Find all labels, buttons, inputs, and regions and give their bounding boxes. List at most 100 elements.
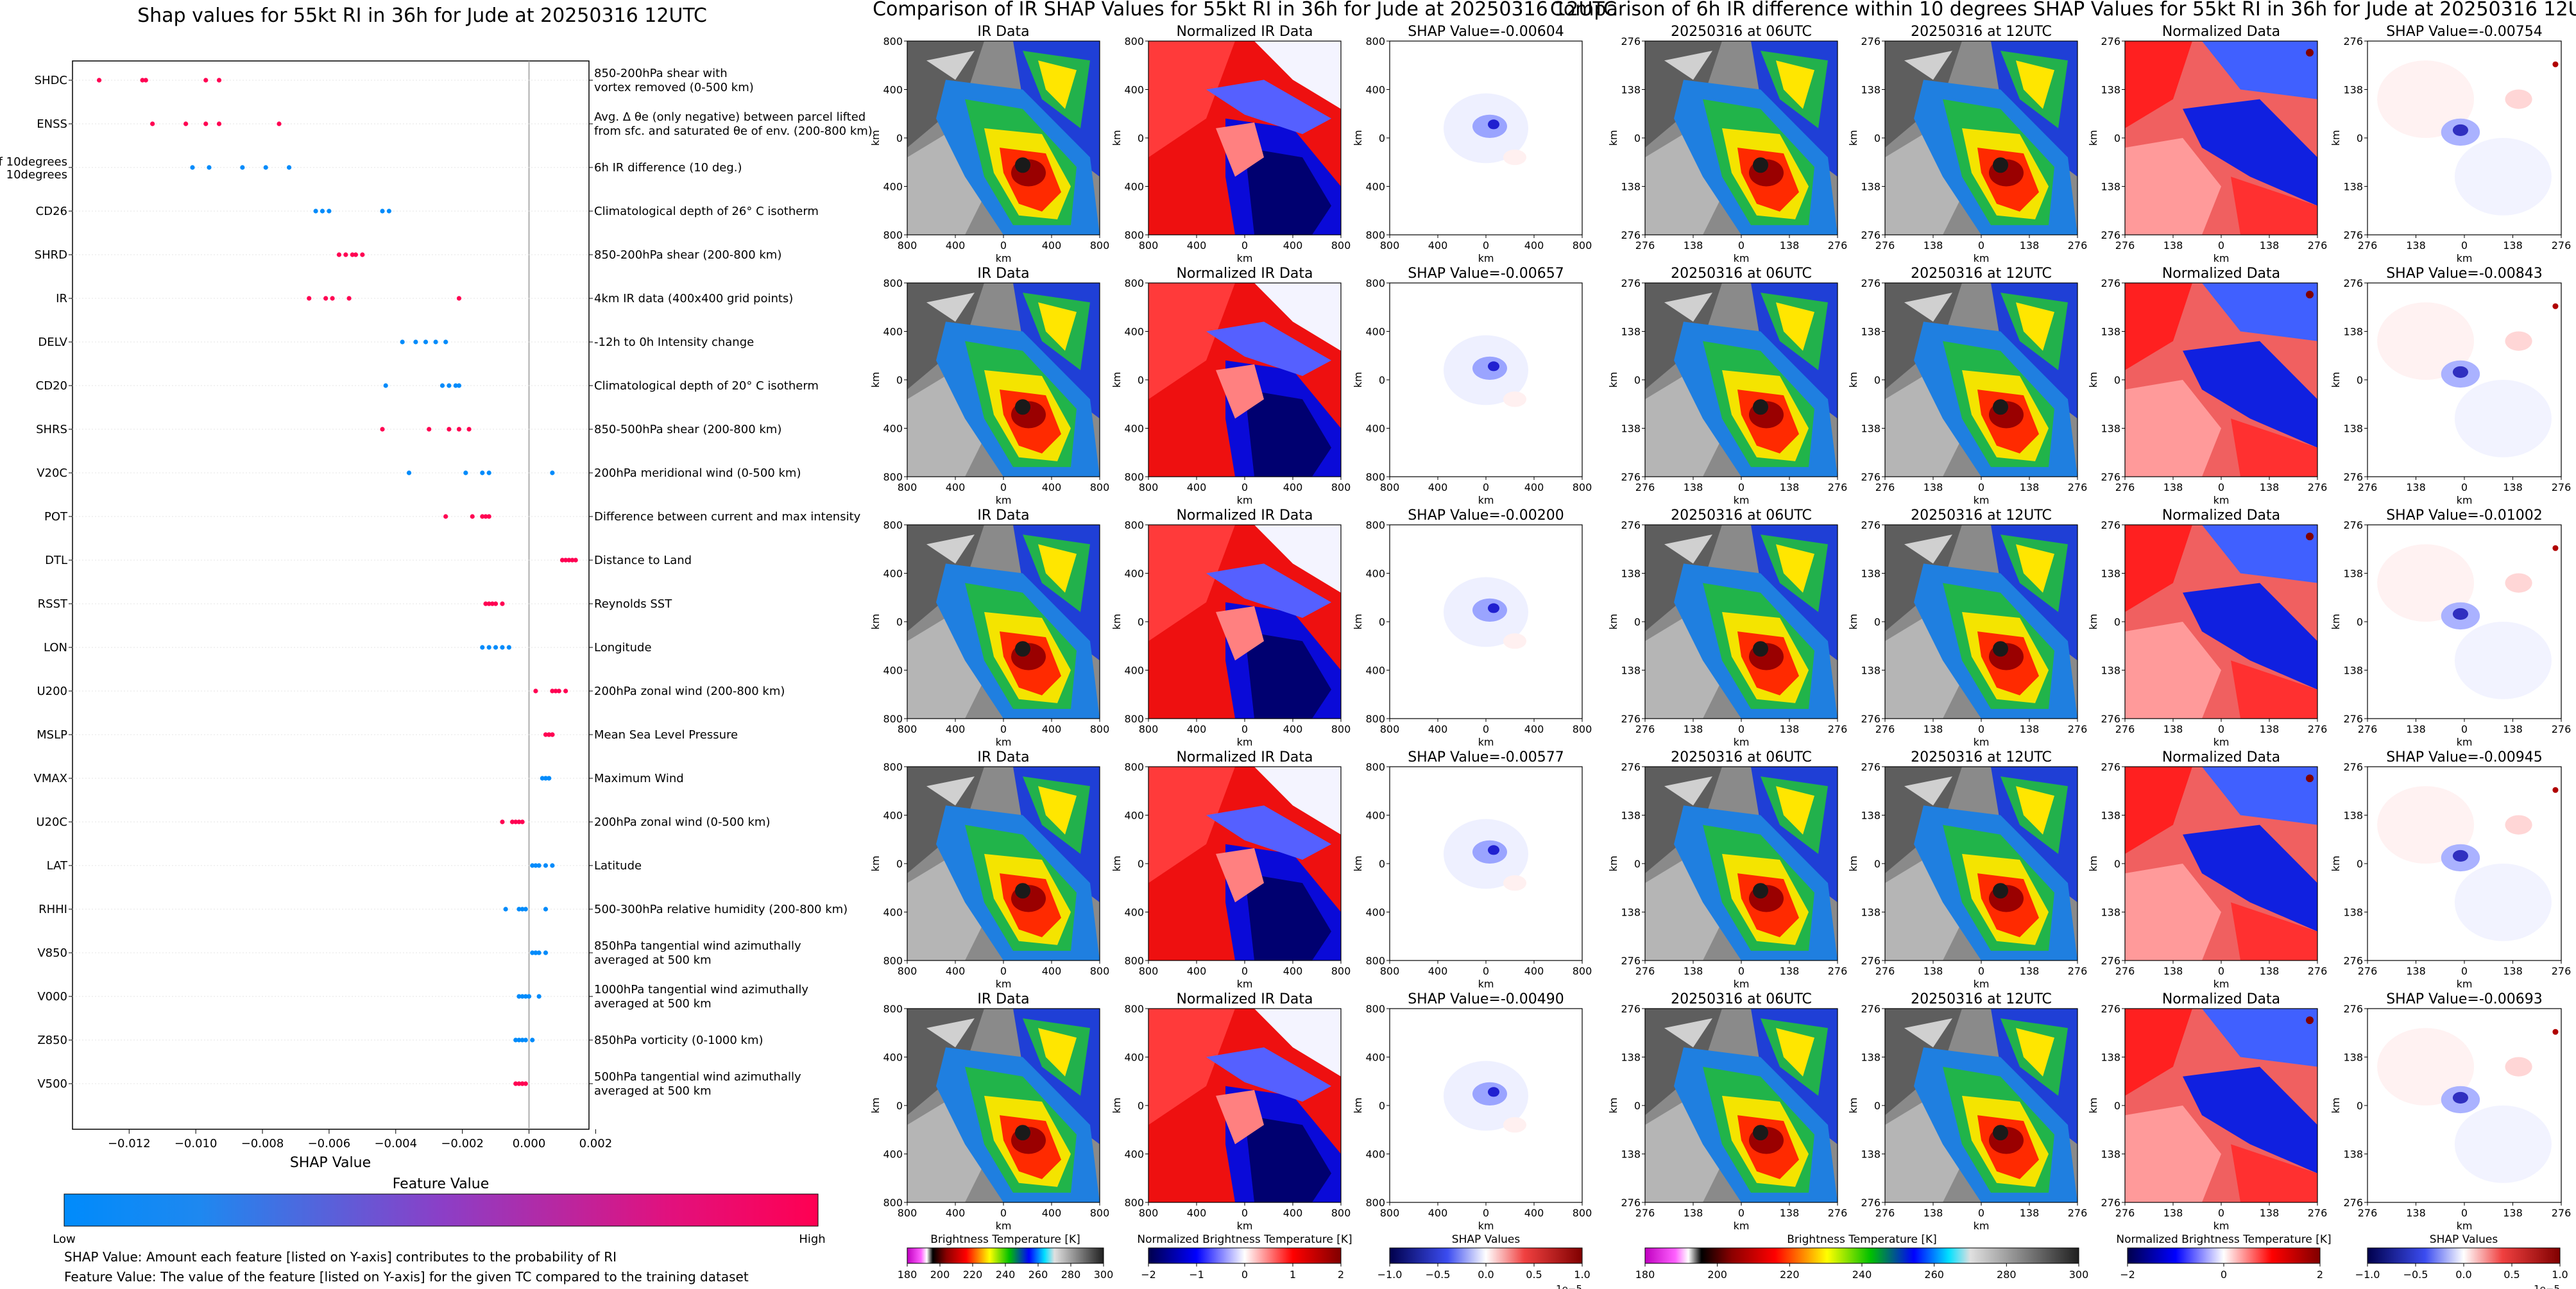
x-tick-label: 0 <box>1000 481 1007 493</box>
feature-label: Z850 <box>37 1034 67 1047</box>
feature-label: V500 <box>37 1077 67 1091</box>
y-tick-label: 800 <box>883 471 903 483</box>
y-tick-label: 400 <box>1124 907 1144 919</box>
x-axis-label: km <box>2457 978 2473 990</box>
x-tick-label: 0 <box>1483 239 1489 252</box>
x-tick-label: 138 <box>2406 723 2426 735</box>
feature-label: RSST <box>38 597 68 611</box>
x-tick-label: 138 <box>2260 239 2280 252</box>
y-tick-label: 276 <box>2101 35 2120 47</box>
x-axis-label: km <box>1478 736 1494 748</box>
subplot-title: IR Data <box>977 24 1029 40</box>
ir-shap-colorbar: SHAP Values −1.0 −0.5 0.0 0.5 1.0 1e−5 <box>1378 1233 1591 1289</box>
shap-point <box>543 732 549 737</box>
x-tick-label: 800 <box>1380 723 1400 735</box>
subplot-image <box>907 767 1100 960</box>
y-tick-label: 0 <box>1634 616 1641 628</box>
x-tick-label: 0 <box>2461 723 2468 735</box>
y-axis-label: km <box>1847 372 1859 388</box>
y-axis-label: km <box>1847 1098 1859 1114</box>
y-tick-label: 276 <box>1621 519 1641 531</box>
y-tick-label: 0 <box>1634 374 1641 386</box>
y-tick-label: 800 <box>1124 229 1144 241</box>
subplot-image <box>1645 1009 1838 1202</box>
feature-description: averaged at 500 km <box>594 953 712 967</box>
y-axis-label: km <box>869 1098 882 1114</box>
subplot-image <box>2367 525 2561 719</box>
shap-point <box>343 252 348 257</box>
y-axis-label: km <box>1607 856 1619 872</box>
image-subplot: 20250316 at 06UTC27627613813800138138276… <box>1607 991 1847 1232</box>
image-subplot: 20250316 at 06UTC27627613813800138138276… <box>1607 749 1847 990</box>
subplot-title: Normalized Data <box>2162 266 2280 282</box>
x-axis-label: km <box>1974 736 1990 748</box>
x-tick-label: 800 <box>898 239 917 252</box>
x-tick-label: 138 <box>1684 481 1703 493</box>
y-tick-label: 276 <box>1861 35 1881 47</box>
y-tick-label: 138 <box>2101 568 2120 580</box>
shap-point <box>530 863 535 868</box>
y-tick-label: 0 <box>2114 374 2120 386</box>
x-tick-label: 800 <box>1090 1207 1110 1219</box>
shap-point <box>486 645 491 650</box>
shap-point <box>150 121 155 126</box>
x-tick-label: 400 <box>1524 965 1544 977</box>
x-tick-label: 276 <box>2068 481 2088 493</box>
feature-description: Maximum Wind <box>594 772 684 785</box>
colorbar-label: SHAP Values <box>2430 1233 2498 1246</box>
subplot-image <box>2367 767 2561 960</box>
x-tick-label: 0 <box>1978 1207 1984 1219</box>
colorbar-tick: −0.5 <box>1426 1268 1451 1281</box>
subplot-title: SHAP Value=-0.01002 <box>2386 508 2543 524</box>
y-tick-label: 276 <box>2101 955 2120 967</box>
feature-description: averaged at 500 km <box>594 1084 712 1098</box>
shap-point <box>486 601 491 606</box>
subplot-title: SHAP Value=-0.00754 <box>2386 24 2543 40</box>
feature-label: CD20 <box>36 379 67 393</box>
x-axis-label: km <box>996 1220 1012 1232</box>
y-tick-label: 400 <box>883 907 903 919</box>
y-axis-label: km <box>1111 130 1123 146</box>
y-tick-label: 400 <box>1365 423 1385 435</box>
x-tick-label: 800 <box>1573 723 1592 735</box>
x-axis-label: SHAP Value <box>290 1155 371 1171</box>
shap-point <box>400 339 405 345</box>
shap-point <box>327 209 332 214</box>
y-tick-label: 0 <box>2357 1100 2363 1112</box>
y-axis-label: km <box>1111 1098 1123 1114</box>
y-tick-label: 0 <box>1138 616 1144 628</box>
colorbar-tick: 200 <box>930 1268 950 1281</box>
x-tick-label: 138 <box>2406 1207 2426 1219</box>
colorbar-tick: −2 <box>1141 1268 1156 1281</box>
feature-description: averaged at 500 km <box>594 997 712 1011</box>
subplot-title: Normalized Data <box>2162 508 2280 524</box>
x-tick-label: 0 <box>1483 1207 1489 1219</box>
x-tick-label: 276 <box>1828 723 1848 735</box>
feature-label: SHDC <box>35 74 67 87</box>
x-tick-label: 0 <box>1000 1207 1007 1219</box>
colorbar-tick: 1.0 <box>2552 1268 2568 1281</box>
image-subplot: SHAP Value=-0.00843276276138138001381382… <box>2330 266 2571 506</box>
shap-point <box>543 907 549 912</box>
y-tick-label: 276 <box>2343 1003 2363 1015</box>
x-tick-label: 400 <box>946 239 966 252</box>
subplot-title: Normalized Data <box>2162 991 2280 1007</box>
image-subplot: 20250316 at 06UTC27627613813800138138276… <box>1607 508 1847 748</box>
x-axis-label: km <box>1974 1220 1990 1232</box>
y-axis-label: km <box>1352 614 1364 630</box>
y-tick-label: 276 <box>2101 471 2120 483</box>
y-tick-label: 800 <box>883 519 903 531</box>
x-tick-label: 138 <box>2020 723 2040 735</box>
x-tick-label: 138 <box>1780 481 1800 493</box>
y-tick-label: 800 <box>1365 761 1385 773</box>
shap-point <box>543 863 549 868</box>
x-tick-label: 138 <box>2406 965 2426 977</box>
y-tick-label: 0 <box>1874 1100 1881 1112</box>
colorbar-tick: 1 <box>1290 1268 1296 1281</box>
x-tick-label: 400 <box>946 723 966 735</box>
x-axis-label: km <box>2213 978 2230 990</box>
image-subplot: SHAP Value=-0.00490800800400400004004008… <box>1352 991 1592 1232</box>
shap-point <box>503 907 508 912</box>
colorbar-label: SHAP Values <box>1452 1233 1521 1246</box>
y-axis-label: km <box>2330 856 2342 872</box>
